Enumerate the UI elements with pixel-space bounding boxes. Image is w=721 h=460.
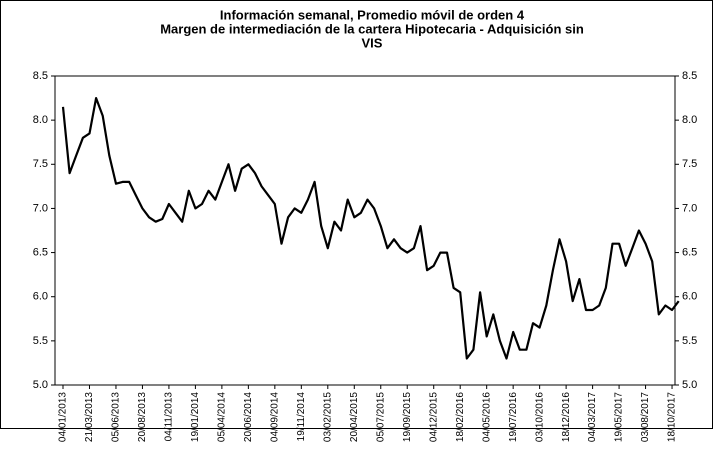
x-tick-label: 20/06/2014 [243,392,254,442]
x-tick-label: 18/10/2017 [667,392,678,442]
y-tick-label: 8.0 [33,114,48,126]
x-tick-label: 19/05/2017 [614,392,625,442]
y2-tick-label: 5.0 [682,379,697,391]
x-tick-label: 19/11/2014 [296,392,307,442]
x-tick-label: 04/03/2017 [587,392,598,442]
chart-title: Margen de intermediación de la cartera H… [160,21,584,36]
x-tick-label: 18/12/2016 [561,392,572,442]
y-tick-label: 5.0 [33,379,48,391]
x-tick-label: 04/11/2013 [164,392,175,442]
y2-tick-label: 7.0 [682,202,697,214]
x-tick-label: 03/02/2015 [322,392,333,442]
x-tick-label: 05/07/2015 [375,392,386,442]
y-tick-label: 5.5 [33,335,48,347]
x-tick-label: 21/03/2013 [84,392,95,442]
y-tick-label: 7.0 [33,202,48,214]
x-tick-label: 19/07/2016 [508,392,519,442]
x-tick-label: 19/01/2014 [190,392,201,442]
chart-title: Información semanal, Promedio móvil de o… [220,7,525,22]
x-tick-label: 03/08/2017 [640,392,651,442]
x-tick-label: 05/04/2014 [217,392,228,442]
y2-tick-label: 7.5 [682,158,697,170]
x-tick-label: 04/12/2015 [428,392,439,442]
y-tick-label: 6.0 [33,291,48,303]
y-tick-label: 8.5 [33,70,48,82]
y2-tick-label: 8.5 [682,70,697,82]
x-tick-label: 20/08/2013 [137,392,148,442]
x-tick-label: 04/09/2014 [269,392,280,442]
x-tick-label: 20/04/2015 [349,392,360,442]
y-tick-label: 6.5 [33,246,48,258]
chart-title: VIS [362,35,383,50]
plot-area [54,75,676,386]
x-tick-label: 19/09/2015 [402,392,413,442]
data-line [61,97,680,360]
x-tick-label: 18/02/2016 [455,392,466,442]
x-tick-label: 04/01/2013 [58,392,69,442]
x-tick-label: 04/05/2016 [481,392,492,442]
x-tick-label: 03/10/2016 [534,392,545,442]
y2-tick-label: 5.5 [682,335,697,347]
y2-tick-label: 6.0 [682,291,697,303]
y2-tick-label: 8.0 [682,114,697,126]
y2-tick-label: 6.5 [682,246,697,258]
x-tick-label: 05/06/2013 [111,392,122,442]
y-tick-label: 7.5 [33,158,48,170]
